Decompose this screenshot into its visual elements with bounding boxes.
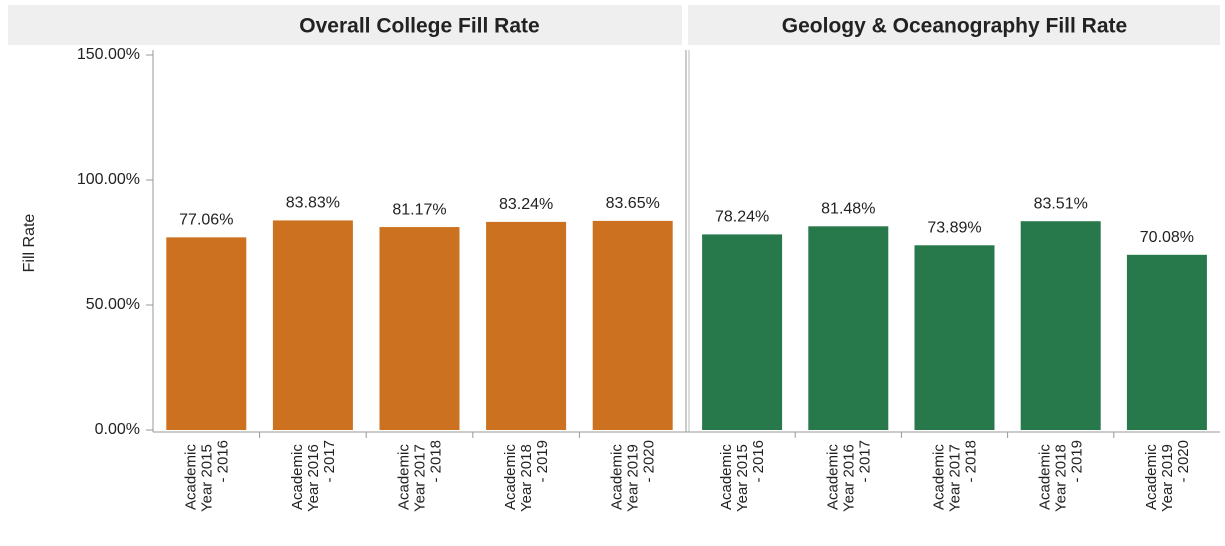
y-tick-label: 150.00% — [77, 46, 140, 63]
y-tick-label: 50.00% — [86, 296, 140, 313]
value-label: 83.51% — [1034, 195, 1088, 212]
x-tick-label: Academic Year 2015 - 2016 — [182, 440, 231, 512]
bar — [702, 234, 783, 430]
x-tick-label: Academic Year 2018 - 2019 — [1037, 440, 1086, 512]
panel-header — [8, 5, 682, 45]
value-label: 78.24% — [715, 209, 769, 226]
bar — [808, 226, 889, 430]
bar — [272, 220, 353, 430]
y-axis-label: Fill Rate — [21, 214, 38, 273]
bar — [166, 237, 247, 430]
bar — [486, 221, 567, 430]
x-tick-label: Academic Year 2018 - 2019 — [502, 440, 551, 512]
x-tick-label: Academic Year 2017 - 2018 — [931, 440, 980, 512]
value-label: 83.83% — [286, 195, 340, 212]
value-label: 83.65% — [606, 195, 660, 212]
panel-header — [688, 5, 1220, 45]
value-label: 77.06% — [179, 212, 233, 229]
value-label: 70.08% — [1140, 229, 1194, 246]
bar — [914, 245, 995, 430]
panel-title: Geology & Oceanography Fill Rate — [782, 15, 1127, 38]
value-label: 81.48% — [821, 201, 875, 218]
x-tick-label: Academic Year 2017 - 2018 — [396, 440, 445, 512]
y-tick-label: 100.00% — [77, 171, 140, 188]
x-tick-label: Academic Year 2019 - 2020 — [609, 440, 658, 512]
value-label: 73.89% — [927, 219, 981, 236]
value-label: 83.24% — [499, 196, 553, 213]
bar — [1126, 254, 1207, 430]
y-tick-label: 0.00% — [95, 421, 140, 438]
x-tick-label: Academic Year 2019 - 2020 — [1143, 440, 1192, 512]
x-tick-label: Academic Year 2016 - 2017 — [289, 440, 338, 512]
x-tick-label: Academic Year 2015 - 2016 — [718, 440, 767, 512]
value-label: 81.17% — [392, 201, 446, 218]
bar — [592, 220, 673, 430]
panel-title: Overall College Fill Rate — [299, 15, 539, 38]
bar — [379, 227, 460, 430]
bar — [1020, 221, 1101, 430]
x-tick-label: Academic Year 2016 - 2017 — [824, 440, 873, 512]
